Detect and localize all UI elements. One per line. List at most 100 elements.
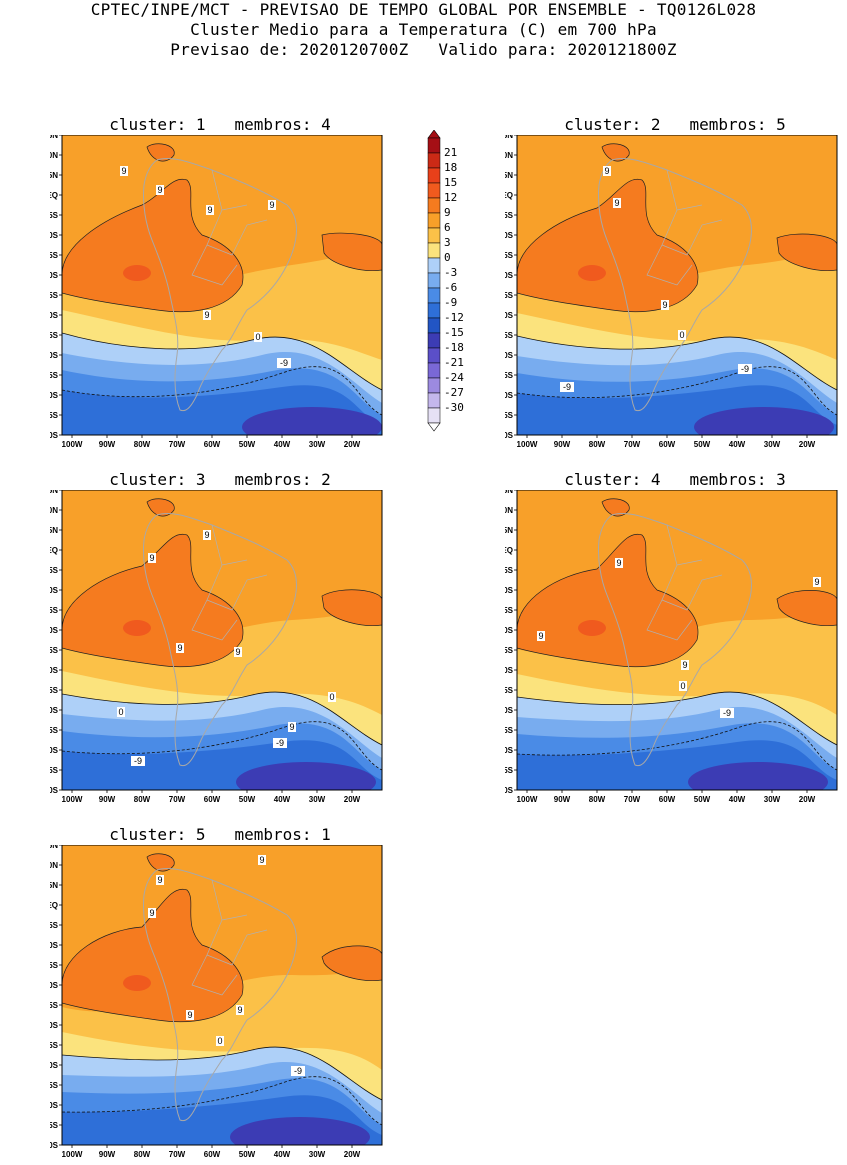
contour-label-box bbox=[236, 1005, 244, 1015]
lon-label: 20W bbox=[344, 795, 361, 804]
contour-label: 9 bbox=[237, 1005, 242, 1015]
continent-outline bbox=[143, 157, 297, 412]
contour-m9 bbox=[62, 721, 382, 771]
country-borders bbox=[646, 524, 723, 641]
temp-band-9 bbox=[517, 178, 699, 313]
map-panel-cluster-2: cluster: 2 membros: 5 9 9 9 0 -9 -9 15N 10N 5N EQ… bbox=[505, 115, 845, 455]
lat-label: 30S bbox=[505, 311, 514, 320]
contour-label-box bbox=[679, 681, 687, 691]
lat-label: 45S bbox=[50, 371, 59, 380]
contour-label: 0 bbox=[329, 692, 334, 702]
contour-label-box bbox=[268, 200, 276, 210]
continent-outline bbox=[598, 512, 752, 767]
lon-label: 90W bbox=[554, 795, 571, 804]
contour-label: 0 bbox=[255, 332, 260, 342]
contour-label: -9 bbox=[276, 738, 284, 748]
lat-label: 50S bbox=[50, 391, 59, 400]
lat-label: 40S bbox=[50, 706, 59, 715]
temp-band-9 bbox=[601, 498, 630, 517]
contour-label-box bbox=[117, 707, 125, 717]
panel-title: cluster: 1 membros: 4 bbox=[109, 115, 331, 134]
lat-label: 40S bbox=[505, 706, 514, 715]
lat-label: 5S bbox=[505, 566, 514, 575]
contour-label: 0 bbox=[118, 707, 123, 717]
panel-title: cluster: 5 membros: 1 bbox=[109, 825, 331, 844]
temp-band-9 bbox=[321, 589, 382, 626]
contour-label: 9 bbox=[187, 1010, 192, 1020]
contour-label-box bbox=[615, 558, 623, 568]
contour-label-box bbox=[156, 185, 164, 195]
lon-label: 20W bbox=[344, 1150, 361, 1159]
colorbar-label: 9 bbox=[444, 206, 451, 219]
lat-label: 15S bbox=[50, 251, 59, 260]
contour-label: 9 bbox=[157, 875, 162, 885]
lon-label: 100W bbox=[517, 440, 538, 449]
lat-label: 35S bbox=[50, 331, 59, 340]
contour-label: 9 bbox=[604, 166, 609, 176]
lon-label: 60W bbox=[204, 795, 221, 804]
country-borders bbox=[646, 169, 723, 286]
lat-label: 20S bbox=[505, 271, 514, 280]
contour-label: 0 bbox=[217, 1036, 222, 1046]
lon-label: 40W bbox=[729, 440, 746, 449]
contour-label: -9 bbox=[723, 708, 731, 718]
country-borders bbox=[191, 879, 268, 996]
temp-band-9 bbox=[321, 945, 382, 981]
colorbar-swatch bbox=[427, 197, 441, 214]
contour-m9 bbox=[62, 366, 382, 416]
lat-label: 55S bbox=[50, 411, 59, 420]
contour-label: 9 bbox=[616, 558, 621, 568]
map-frame bbox=[516, 135, 838, 436]
lon-label: 30W bbox=[764, 440, 781, 449]
map-plot: 9 9 9 9 9 0 -9 15N 10N 5N EQ 5S 10S 15S 20S 25S 30S 35S 40… bbox=[50, 845, 383, 1159]
lon-label: 40W bbox=[729, 795, 746, 804]
contour-label: -9 bbox=[563, 382, 571, 392]
contour-m9 bbox=[517, 366, 837, 416]
lat-label: 15S bbox=[50, 961, 59, 970]
lon-label: 50W bbox=[239, 1150, 256, 1159]
colorbar-swatch bbox=[427, 152, 441, 169]
colorbar-label: 6 bbox=[444, 221, 451, 234]
colorbar-label: 21 bbox=[444, 146, 457, 159]
lat-label: 20S bbox=[505, 626, 514, 635]
temp-band-9 bbox=[62, 533, 244, 668]
temp-band-m18 bbox=[230, 1117, 370, 1145]
contour-label-box bbox=[661, 300, 669, 310]
lat-label: 10S bbox=[50, 586, 59, 595]
temp-band-9 bbox=[776, 590, 837, 626]
lon-label: 20W bbox=[799, 440, 816, 449]
lat-label: 5N bbox=[50, 171, 58, 180]
lat-label: 30S bbox=[50, 1021, 59, 1030]
lat-label: 50S bbox=[50, 1101, 59, 1110]
colorbar-label: -27 bbox=[444, 386, 464, 399]
colorbar-swatch bbox=[427, 182, 441, 199]
colorbar-label: -30 bbox=[444, 401, 464, 414]
contour-label-box bbox=[203, 530, 211, 540]
contour-0 bbox=[62, 1046, 382, 1101]
colorbar-swatch bbox=[427, 287, 441, 304]
lat-label: EQ bbox=[505, 191, 513, 200]
lon-label: 80W bbox=[589, 795, 606, 804]
contour-label-box bbox=[273, 738, 287, 748]
lat-label: 10S bbox=[50, 231, 59, 240]
colorbar-swatch bbox=[427, 302, 441, 319]
lat-label: 25S bbox=[50, 646, 59, 655]
lat-label: 55S bbox=[505, 411, 514, 420]
colorbar-label: 3 bbox=[444, 236, 451, 249]
lat-label: 10N bbox=[50, 861, 58, 870]
lat-label: EQ bbox=[50, 901, 58, 910]
panel-title: cluster: 3 membros: 2 bbox=[109, 470, 331, 489]
contour-label: 9 bbox=[207, 205, 212, 215]
lat-label: 5S bbox=[50, 921, 59, 930]
colorbar-bottom-arrow bbox=[427, 422, 441, 432]
colorbar-label: -12 bbox=[444, 311, 464, 324]
lat-label: 60S bbox=[50, 431, 59, 440]
colorbar-swatch bbox=[427, 407, 441, 424]
lat-label: 5N bbox=[50, 526, 58, 535]
contour-label: 9 bbox=[157, 185, 162, 195]
colorbar-swatch bbox=[427, 362, 441, 379]
contour-label-box bbox=[203, 310, 211, 320]
lat-label: 5N bbox=[50, 881, 58, 890]
lat-label: 5S bbox=[505, 211, 514, 220]
contour-label-box bbox=[813, 577, 821, 587]
